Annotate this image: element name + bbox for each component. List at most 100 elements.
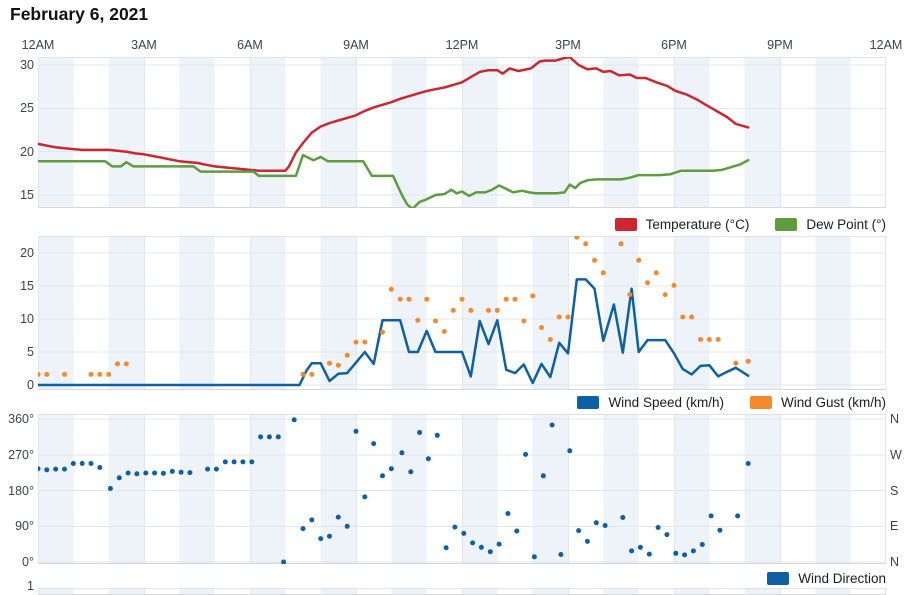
wind-gust-point — [106, 371, 112, 377]
wind-gust-point — [494, 307, 500, 313]
legend-item-wind-direction: Wind Direction — [767, 571, 886, 586]
wind-gust-point — [662, 292, 668, 298]
temperature-chart[interactable] — [38, 57, 886, 208]
date-title: February 6, 2021 — [10, 4, 149, 24]
x-axis-tick-label: 12AM — [869, 38, 903, 52]
wind-direction-point — [187, 470, 193, 476]
wind-direction-point — [505, 511, 511, 516]
wind-direction-point — [169, 468, 175, 474]
wind-gust-point — [521, 318, 527, 324]
wind-direction-point — [514, 528, 520, 534]
wind-direction-point — [399, 450, 405, 456]
wind-gust-point — [565, 314, 571, 320]
wind-direction-point — [461, 530, 467, 536]
wind-direction-point — [152, 470, 158, 476]
compass-tick-label: N — [890, 555, 900, 569]
wind-gust-point — [680, 314, 686, 320]
wind-direction-point — [549, 422, 555, 428]
wind-gust-point — [38, 371, 41, 377]
wind-direction-point — [664, 532, 670, 538]
legend-label: Temperature (°C) — [645, 216, 750, 232]
y-axis-tick-label: 5 — [27, 344, 34, 359]
wind-direction-point — [434, 432, 440, 438]
temperature-legend: Temperature (°C) Dew Point (°) — [614, 215, 886, 233]
wind-gust-point — [123, 361, 129, 367]
legend-item-wind-speed: Wind Speed (km/h) — [577, 395, 724, 410]
dew-point-swatch-icon — [775, 217, 798, 231]
x-axis-tick-label: 9AM — [343, 38, 369, 52]
wind-gust-point — [380, 329, 385, 335]
wind-gust-point — [441, 329, 447, 334]
wind-direction-point — [79, 461, 85, 466]
wind-gust-point — [97, 371, 103, 377]
y-axis-tick-label: 1 — [27, 579, 34, 593]
x-axis-tick-label: 9PM — [767, 38, 793, 52]
wind-gust-point — [583, 241, 589, 247]
wind-gust-point — [645, 280, 650, 286]
wind-gust-point — [689, 314, 695, 320]
legend-label: Wind Direction — [798, 570, 886, 586]
y-axis-tick-label: 90° — [15, 519, 34, 534]
wind-direction-point — [97, 465, 103, 470]
wind-direction-point — [567, 448, 573, 454]
wind-gust-point — [627, 292, 633, 298]
wind-direction-point — [655, 525, 661, 530]
wind-gust-point — [353, 339, 359, 345]
y-axis-tick-label: 15 — [20, 279, 34, 293]
wind-direction-point — [637, 544, 643, 550]
y-axis-tick-label: 15 — [20, 187, 34, 202]
wind-direction-point — [487, 549, 493, 555]
wind-direction-point — [470, 540, 476, 546]
wind-direction-point — [134, 471, 140, 477]
wind-gust-point — [309, 371, 315, 377]
x-axis-tick-label: 6AM — [237, 38, 263, 52]
wind-gust-point — [636, 257, 642, 263]
next-chart-partial[interactable] — [38, 588, 886, 595]
wind-direction-point — [452, 524, 458, 530]
wind-direction-point — [417, 430, 423, 435]
wind-direction-point — [540, 473, 546, 479]
wind-gust-point — [344, 352, 350, 358]
wind-direction-point — [116, 475, 122, 481]
wind-gust-point — [547, 337, 553, 342]
wind-direction-point — [717, 527, 723, 533]
wind-gust-point — [468, 307, 474, 313]
y-axis-tick-label: 360° — [8, 412, 34, 426]
wind-gust-point — [115, 361, 120, 367]
wind-direction-point — [602, 523, 608, 528]
wind-direction-point — [531, 554, 537, 560]
wind-chart[interactable] — [38, 236, 886, 390]
wind-gust-point — [574, 236, 580, 240]
y-axis-tick-label: 180° — [8, 483, 34, 498]
wind-gust-point — [503, 296, 509, 302]
wind-direction-point — [143, 470, 149, 476]
wind-direction-point — [558, 552, 564, 557]
wind-direction-point — [584, 538, 590, 544]
wind-gust-point — [556, 314, 562, 320]
wind-direction-point — [309, 517, 315, 523]
wind-direction-chart[interactable] — [38, 414, 886, 564]
wind-direction-point — [745, 461, 751, 466]
temperature-swatch-icon — [614, 217, 637, 231]
legend-item-temperature: Temperature (°C) — [614, 216, 750, 232]
wind-gust-point — [88, 371, 94, 377]
wind-direction-point — [699, 542, 705, 547]
wind-direction-point — [362, 494, 368, 500]
wind-direction-point — [222, 459, 228, 465]
legend-label: Wind Speed (km/h) — [608, 394, 724, 410]
legend-label: Wind Gust (km/h) — [780, 394, 886, 410]
wind-gust-point — [424, 296, 430, 302]
wind-direction-point — [178, 469, 184, 475]
wind-speed-swatch-icon — [577, 395, 600, 409]
wind-gust-point — [397, 296, 403, 302]
wind-legend: Wind Speed (km/h) Wind Gust (km/h) — [577, 393, 886, 411]
wind-gust-point — [486, 307, 491, 313]
wind-direction-point — [291, 417, 297, 423]
wind-direction-point — [646, 551, 652, 557]
wind-speed-line — [38, 278, 750, 387]
legend-item-dew-point: Dew Point (°) — [775, 217, 886, 232]
x-axis-tick-label: 12AM — [21, 38, 55, 52]
wind-direction-point — [593, 520, 599, 526]
wind-gust-point — [362, 339, 368, 345]
